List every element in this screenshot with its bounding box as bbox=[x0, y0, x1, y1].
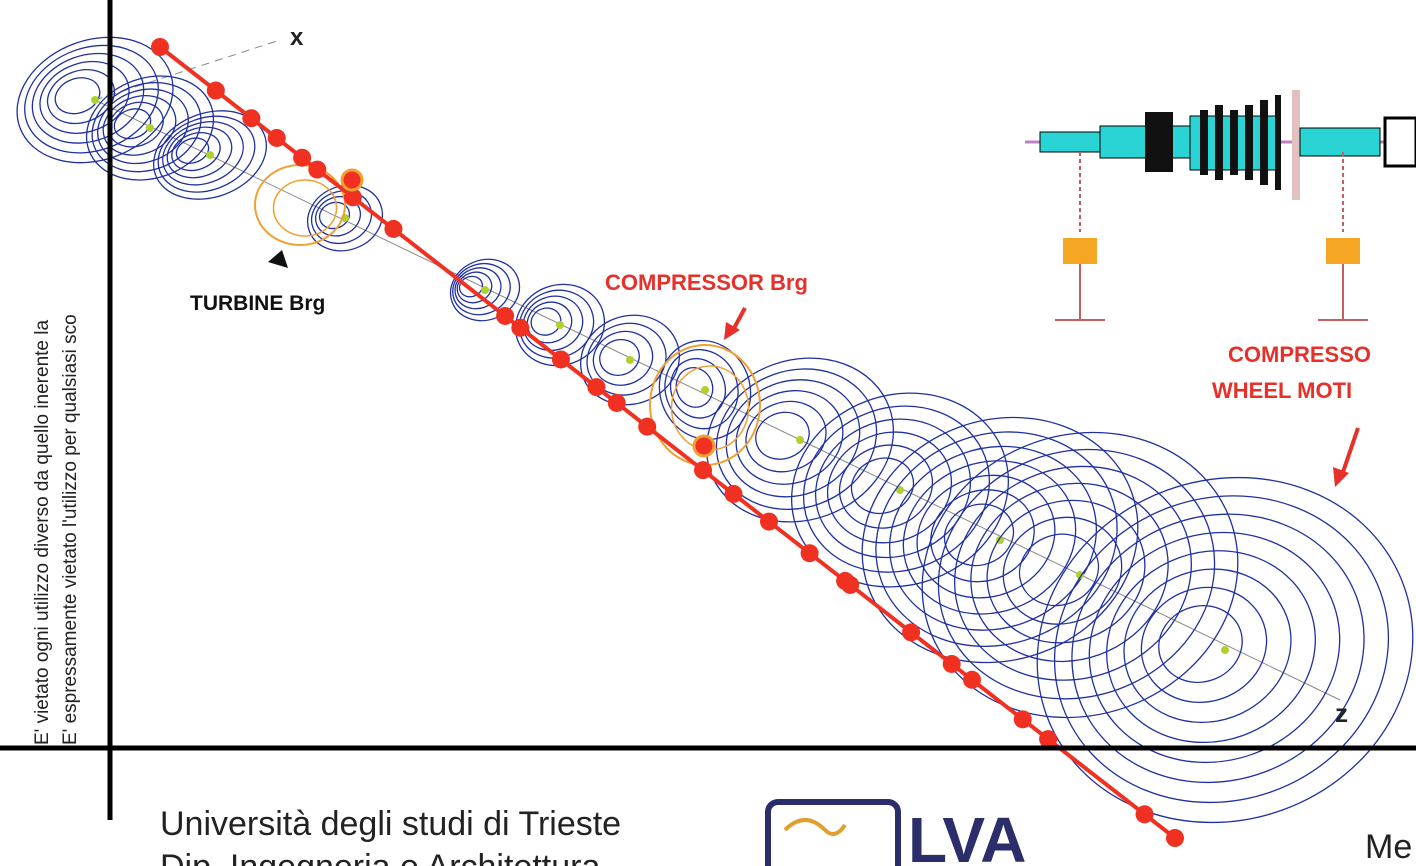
mode-point bbox=[841, 576, 859, 594]
mode-point bbox=[943, 655, 961, 673]
arrow bbox=[733, 308, 745, 330]
label: COMPRESSOR Brg bbox=[605, 270, 808, 295]
node bbox=[626, 356, 634, 364]
mode-point bbox=[293, 149, 311, 167]
mode-point bbox=[1014, 710, 1032, 728]
node bbox=[701, 386, 709, 394]
orbit bbox=[173, 134, 212, 168]
orbit bbox=[50, 72, 105, 120]
mode-point bbox=[207, 82, 225, 100]
mode-point bbox=[760, 513, 778, 531]
mode-point bbox=[151, 38, 169, 56]
node bbox=[796, 436, 804, 444]
mode-point bbox=[242, 109, 260, 127]
mode-point bbox=[511, 319, 529, 337]
orbit bbox=[828, 432, 944, 541]
bearing-point bbox=[694, 436, 714, 456]
mode-point bbox=[587, 378, 605, 396]
node bbox=[91, 96, 99, 104]
node bbox=[481, 286, 489, 294]
label: COMPRESSO bbox=[1228, 342, 1371, 367]
logo-mark bbox=[785, 820, 845, 834]
mode-point bbox=[608, 394, 626, 412]
node bbox=[146, 124, 154, 132]
mode-point bbox=[801, 544, 819, 562]
mode-point bbox=[384, 220, 402, 238]
orbit bbox=[1079, 522, 1342, 772]
arrow bbox=[268, 250, 288, 268]
rotor-model bbox=[1025, 90, 1416, 320]
page: E' vietato ogni utilizzo diverso da quel… bbox=[0, 0, 1416, 866]
bearing-orbit bbox=[255, 165, 345, 245]
mode-point bbox=[724, 485, 742, 503]
logo-text: LVA bbox=[908, 804, 1027, 866]
mode-point bbox=[694, 461, 712, 479]
footer-text: Me bbox=[1365, 828, 1412, 866]
mode-point bbox=[552, 350, 570, 368]
mode-point bbox=[963, 671, 981, 689]
footer-text: Dip. Ingegneria e Architettura bbox=[160, 848, 600, 866]
orbit bbox=[30, 50, 139, 146]
node bbox=[206, 151, 214, 159]
orbit bbox=[723, 376, 856, 499]
mode-point bbox=[308, 161, 326, 179]
orbit bbox=[1148, 594, 1253, 694]
label: TURBINE Brg bbox=[190, 292, 325, 315]
arrow bbox=[1342, 428, 1358, 475]
watermark-line: E' vietato ogni utilizzo diverso da quel… bbox=[32, 320, 53, 745]
label: WHEEL MOTI bbox=[1212, 378, 1352, 403]
mode-point bbox=[1136, 805, 1154, 823]
slide: E' vietato ogni utilizzo diverso da quel… bbox=[0, 0, 1416, 866]
mode-point bbox=[902, 623, 920, 641]
mode-point bbox=[638, 418, 656, 436]
watermark-line: E' espressamente vietato l'utilizzo per … bbox=[60, 314, 81, 745]
arrow bbox=[1333, 467, 1349, 487]
mode-point bbox=[1039, 730, 1057, 748]
orbit bbox=[1057, 498, 1373, 798]
mode-point bbox=[268, 129, 286, 147]
axis-label: z bbox=[1335, 698, 1348, 728]
bearing-point bbox=[342, 170, 362, 190]
node bbox=[1221, 646, 1229, 654]
bearing-orbit bbox=[274, 180, 337, 236]
axis-label: x bbox=[290, 24, 304, 51]
orbit bbox=[864, 418, 1123, 659]
mode-point bbox=[496, 307, 514, 325]
mode-point bbox=[1166, 829, 1184, 847]
footer-text: Università degli studi di Trieste bbox=[160, 805, 621, 843]
orbit bbox=[988, 425, 1416, 866]
orbit bbox=[166, 126, 225, 177]
node bbox=[556, 321, 564, 329]
